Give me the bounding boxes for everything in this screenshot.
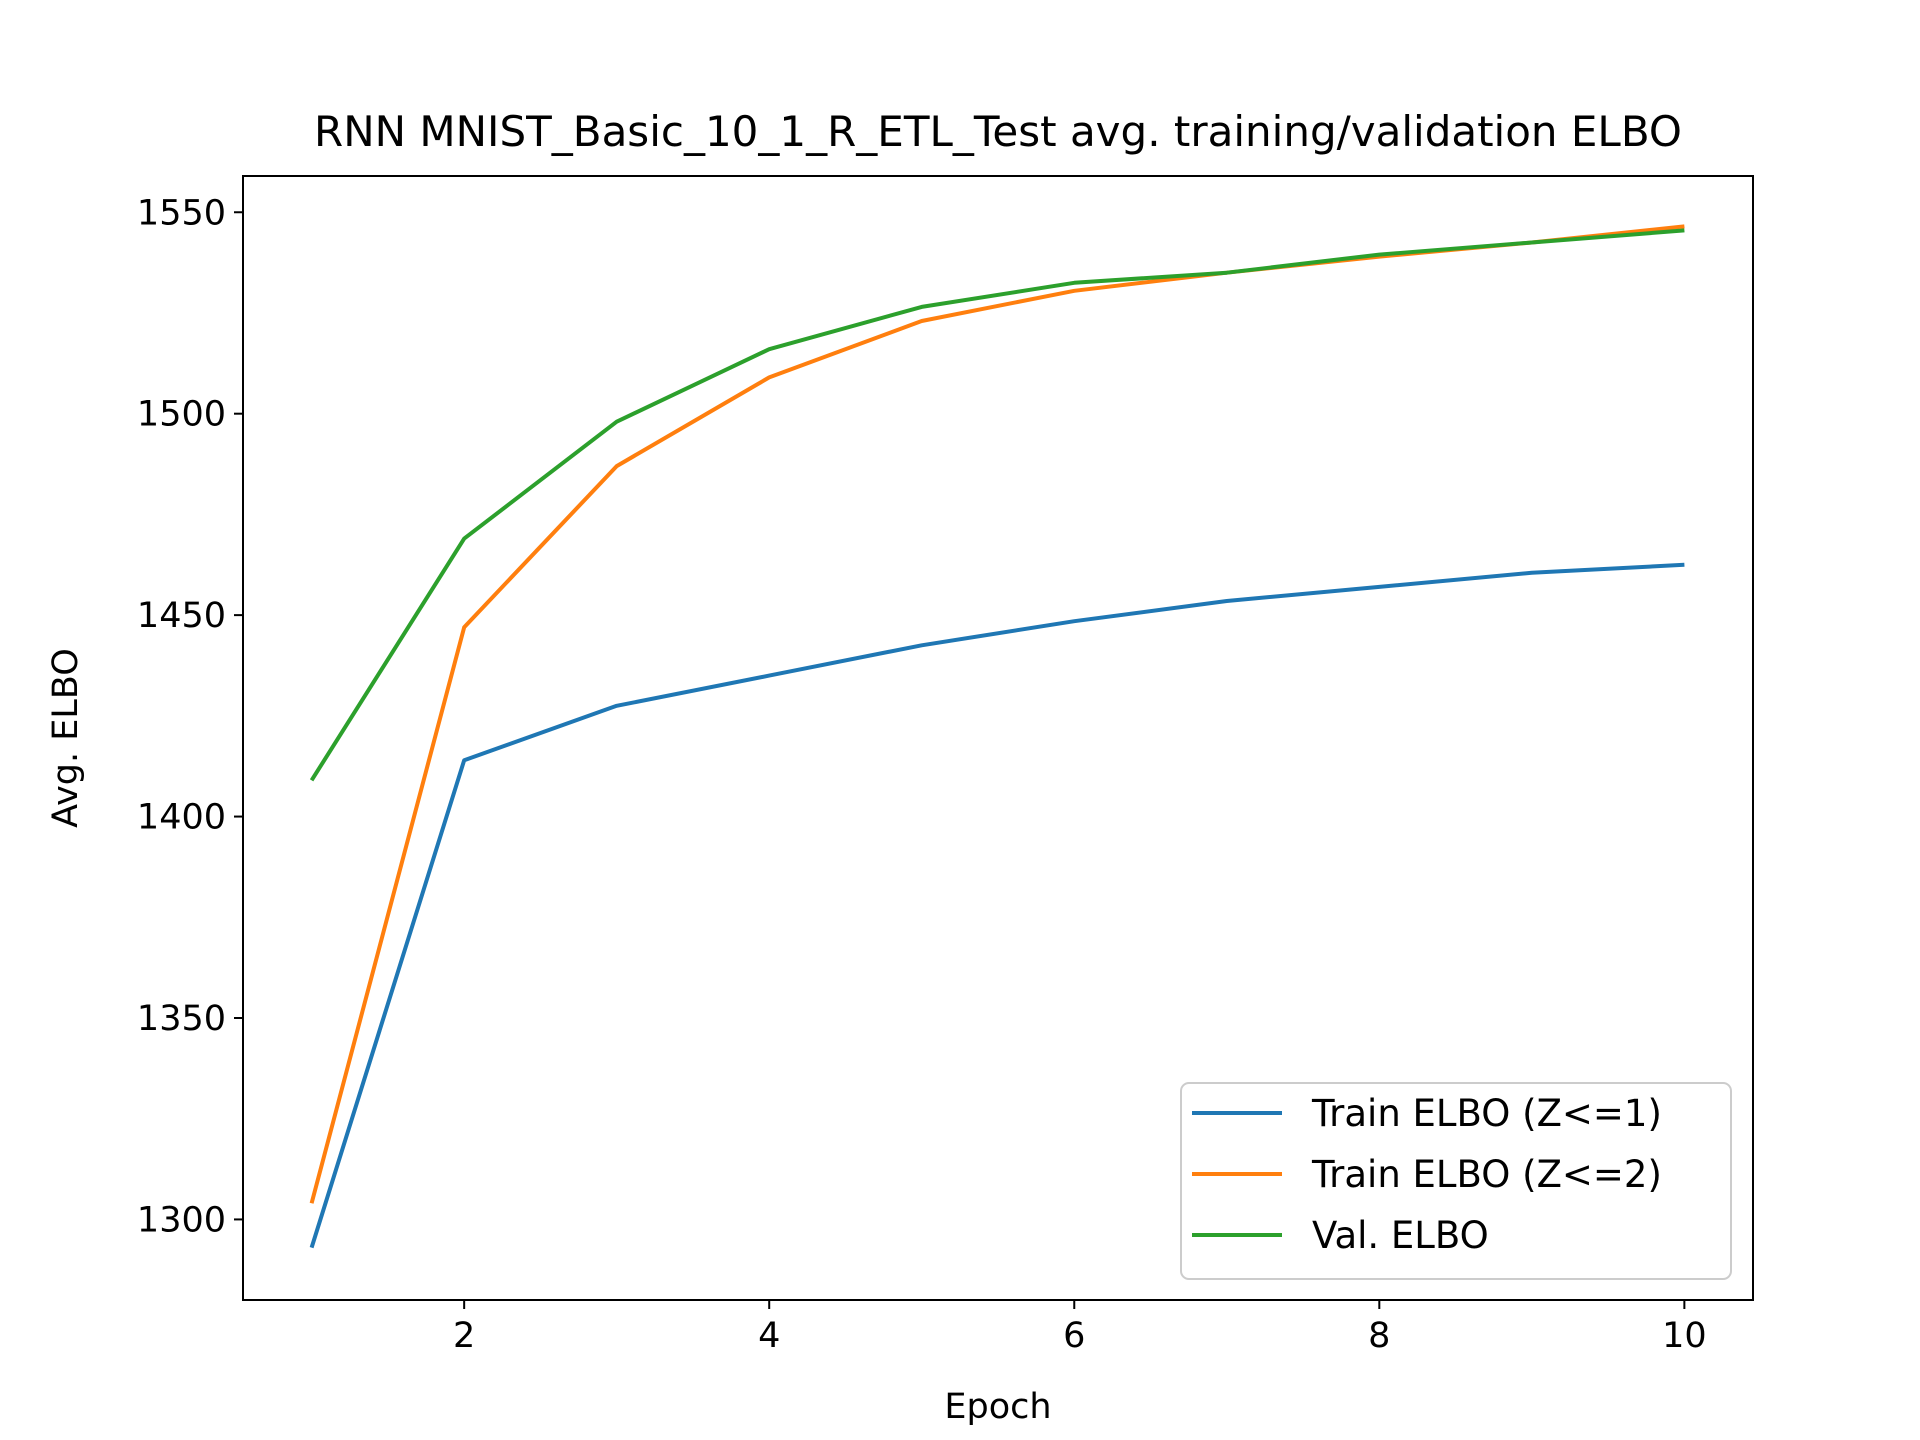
- y-axis: 1300 1350 1400 1450 1500 1550: [137, 193, 243, 1240]
- legend-label-2: Train ELBO (Z<=2): [1311, 1153, 1662, 1196]
- x-axis-label: Epoch: [944, 1387, 1051, 1427]
- series-line-3: [309, 228, 1685, 782]
- x-tick-label: 6: [1063, 1316, 1085, 1356]
- x-tick-label: 2: [453, 1316, 475, 1356]
- x-tick-label: 10: [1662, 1316, 1707, 1356]
- series-layer: [309, 224, 1685, 1249]
- y-tick-label: 1550: [137, 193, 226, 233]
- x-tick-label: 4: [758, 1316, 780, 1356]
- y-tick-label: 1500: [137, 395, 226, 435]
- y-tick-label: 1400: [137, 798, 226, 838]
- legend-label-3: Val. ELBO: [1312, 1214, 1489, 1257]
- plot-frame: [242, 175, 1754, 1301]
- chart-title: RNN MNIST_Basic_10_1_R_ETL_Test avg. tra…: [314, 107, 1682, 156]
- y-tick-label: 1300: [137, 1200, 226, 1240]
- y-axis-label: Avg. ELBO: [46, 648, 86, 828]
- legend-label-1: Train ELBO (Z<=1): [1311, 1092, 1662, 1135]
- legend-box: [1180, 1082, 1732, 1280]
- legend: Train ELBO (Z<=1) Train ELBO (Z<=2) Val. E…: [1180, 1082, 1732, 1280]
- x-tick-label: 8: [1368, 1316, 1390, 1356]
- y-tick-label: 1450: [137, 596, 226, 636]
- y-tick-label: 1350: [137, 999, 226, 1039]
- x-axis: 2 4 6 8 10: [453, 1300, 1707, 1356]
- series-line-1: [309, 562, 1685, 1249]
